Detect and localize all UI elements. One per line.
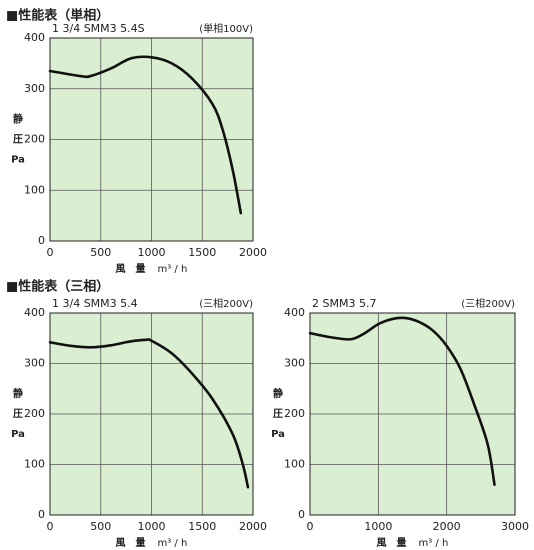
y-axis-label: 静 (13, 113, 23, 126)
y-tick-label: 0 (38, 508, 45, 521)
x-tick-label: 3000 (501, 520, 529, 533)
x-tick-label: 1000 (138, 520, 166, 533)
x-tick-label: 500 (90, 520, 111, 533)
y-tick-label: 100 (24, 458, 45, 471)
x-axis-unit: m³ / h (158, 264, 188, 275)
y-tick-label: 200 (24, 133, 45, 146)
x-tick-label: 2000 (433, 520, 461, 533)
x-axis-label: 風 量 (377, 536, 407, 549)
plot-border (309, 312, 516, 516)
x-tick-label: 1000 (138, 246, 166, 259)
y-tick-label: 400 (284, 306, 305, 319)
y-tick-label: 400 (24, 31, 45, 44)
plot-border (49, 37, 254, 242)
x-tick-label: 1500 (188, 520, 216, 533)
x-tick-label: 2000 (239, 520, 267, 533)
y-tick-label: 100 (284, 458, 305, 471)
chart-subtitle: (単相100V) (199, 22, 253, 35)
performance-curve (48, 338, 250, 489)
chart-subtitle: (三相200V) (461, 297, 515, 310)
y-tick-label: 100 (24, 183, 45, 196)
chart-title: 2 SMM3 5.7 (312, 297, 376, 310)
y-axis-label: Pa (11, 429, 25, 440)
x-axis-label: 風 量 (116, 536, 146, 549)
x-tick-label: 0 (307, 520, 314, 533)
section-heading: ■性能表（単相） (6, 8, 109, 24)
y-tick-label: 200 (24, 407, 45, 420)
x-tick-label: 2000 (239, 246, 267, 259)
y-tick-label: 0 (38, 234, 45, 247)
y-tick-label: 300 (284, 357, 305, 370)
x-axis-unit: m³ / h (158, 538, 188, 549)
y-axis-label: Pa (11, 155, 25, 166)
y-tick-label: 0 (298, 508, 305, 521)
x-tick-label: 1500 (188, 246, 216, 259)
performance-curve (48, 55, 243, 215)
y-tick-label: 300 (24, 82, 45, 95)
x-tick-label: 500 (90, 246, 111, 259)
y-tick-label: 200 (284, 407, 305, 420)
y-axis-label: 静 (13, 387, 23, 400)
y-axis-label: Pa (271, 429, 285, 440)
y-axis-label: 圧 (13, 134, 23, 146)
x-axis-unit: m³ / h (419, 538, 449, 549)
x-tick-label: 0 (47, 520, 54, 533)
chart-title: 1 3/4 SMM3 5.4 (52, 297, 138, 310)
x-tick-label: 0 (47, 246, 54, 259)
plot-border (49, 312, 254, 516)
performance-curve (308, 316, 496, 486)
y-tick-label: 400 (24, 306, 45, 319)
y-axis-label: 圧 (273, 408, 283, 420)
y-axis-label: 静 (273, 387, 283, 400)
chart-subtitle: (三相200V) (199, 297, 253, 310)
section-heading: ■性能表（三相） (6, 279, 109, 295)
x-axis-label: 風 量 (116, 262, 146, 275)
y-tick-label: 300 (24, 357, 45, 370)
x-tick-label: 1000 (364, 520, 392, 533)
chart-title: 1 3/4 SMM3 5.4S (52, 22, 145, 35)
y-axis-label: 圧 (13, 408, 23, 420)
